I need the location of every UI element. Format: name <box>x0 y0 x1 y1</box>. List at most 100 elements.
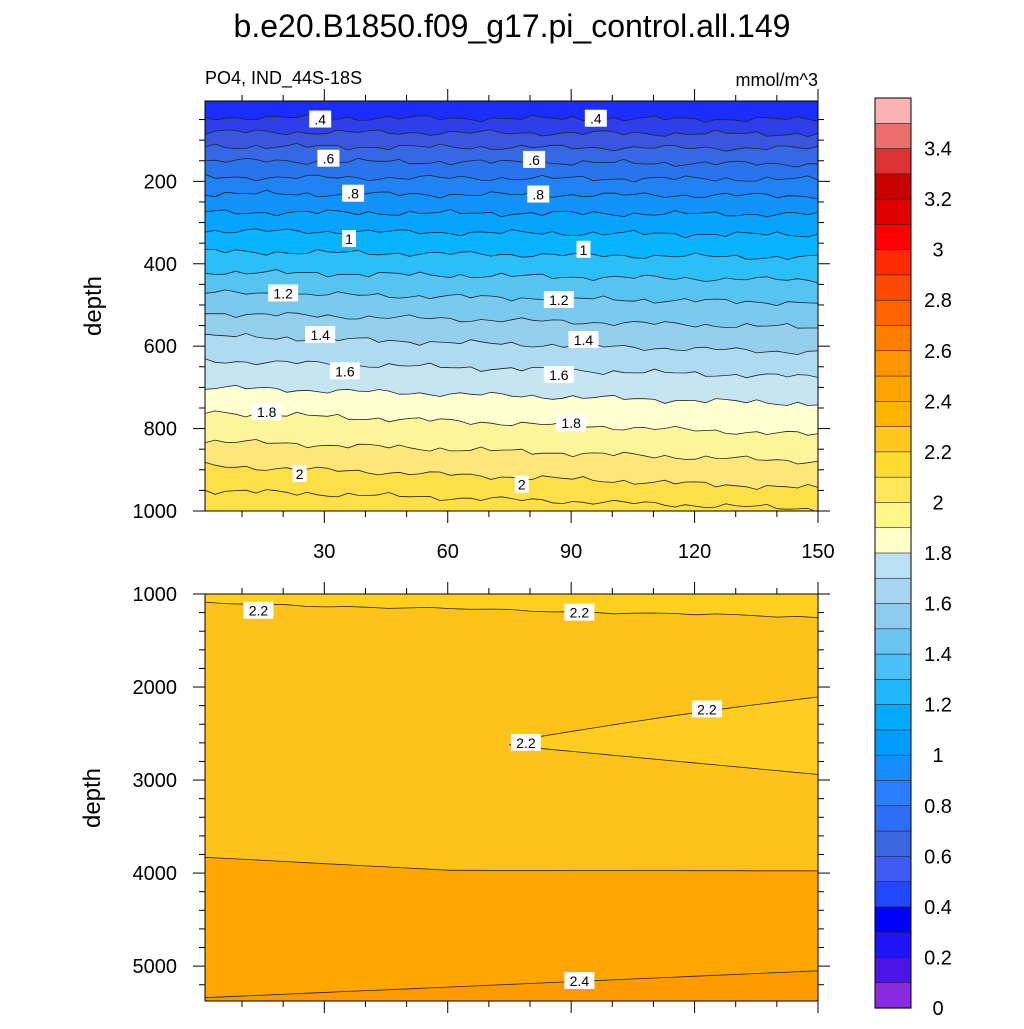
upper-contour-label: 1.4 <box>305 326 336 344</box>
upper-contour-label: 1.8 <box>251 403 282 421</box>
colorbar-label: 0.6 <box>924 846 952 868</box>
upper-contour-line <box>205 228 818 239</box>
upper-frame <box>204 100 819 512</box>
units-label: mmol/m^3 <box>736 70 818 90</box>
upper-contour-label: .6 <box>523 150 546 168</box>
colorbar-swatch <box>874 451 912 478</box>
contour-label-bg <box>556 414 587 432</box>
contour-label-text: 1.6 <box>335 363 355 379</box>
upper-contour-label: .8 <box>527 185 550 203</box>
colorbar-label: 3 <box>932 240 943 262</box>
contour-label-bg <box>341 230 356 248</box>
colorbar-swatch <box>874 375 912 402</box>
colorbar-label: 0 <box>932 998 943 1020</box>
colorbar: 3.4 3.2 3 2.8 2.6 2.4 2.2 2 1.8 1.6 1.4 1.2 1 0.8 0.6 0… <box>874 97 952 1020</box>
colorbar-swatch <box>874 931 912 959</box>
colorbar-swatch <box>874 653 912 680</box>
colorbar-swatch <box>874 856 912 883</box>
x-tick-label: 120 <box>678 541 711 563</box>
contour-label-bg <box>543 291 574 309</box>
y-tick-label: 2000 <box>133 677 178 699</box>
contour-label-bg <box>305 326 336 344</box>
colorbar-label: 0.8 <box>924 796 952 818</box>
colorbar-swatch <box>874 805 912 832</box>
colorbar-swatch <box>874 148 912 175</box>
lower-contour-line <box>205 601 818 619</box>
upper-contour-line <box>205 410 818 436</box>
upper-contour-line <box>205 358 818 379</box>
lower-bottom-region <box>205 970 818 1001</box>
contour-label-bg <box>292 464 307 482</box>
colorbar-swatch <box>874 274 912 301</box>
lower-contour-label: 2.2 <box>243 601 274 619</box>
figure-title: b.e20.B1850.f09_g17.pi_control.all.149 <box>234 8 791 44</box>
colorbar-swatch <box>874 299 912 327</box>
upper-band <box>205 101 818 123</box>
colorbar-label: 2.8 <box>924 290 952 312</box>
colorbar-swatch <box>874 881 912 908</box>
lower-contour-line <box>509 696 818 746</box>
upper-contour-line <box>205 208 818 218</box>
contour-label-bg <box>691 700 722 718</box>
upper-contour-label: 1 <box>576 240 591 258</box>
upper-contour-line <box>205 289 818 307</box>
colorbar-label: 2.2 <box>924 442 952 464</box>
contour-label-bg <box>342 184 365 202</box>
lower-panel: 2.2 2.2 2.2 2.2 2.4 1000 2000 3000 4000 5000 depth <box>79 582 830 1013</box>
colorbar-swatch <box>874 249 912 276</box>
contour-label-text: .8 <box>347 186 359 202</box>
upper-contour-line <box>205 489 816 511</box>
colorbar-swatch <box>874 704 912 731</box>
contour-label-text: 1.8 <box>257 404 277 420</box>
colorbar-label: 1.2 <box>924 695 952 717</box>
lower-contour-line <box>205 856 818 872</box>
upper-contour-line <box>205 129 818 138</box>
y-tick-label: 800 <box>144 419 177 441</box>
lower-wedge-region <box>509 697 818 775</box>
contour-label-bg <box>576 240 591 258</box>
upper-contour-label: .6 <box>317 149 340 167</box>
contour-label-bg <box>329 362 360 380</box>
upper-contour-line <box>205 114 818 123</box>
colorbar-label: 2.4 <box>924 391 952 413</box>
contour-label-text: .4 <box>590 111 602 127</box>
upper-contour-label: 1 <box>341 230 356 248</box>
contour-label-bg <box>564 603 595 621</box>
contour-label-bg <box>251 403 282 421</box>
colorbar-swatch <box>874 122 912 150</box>
upper-band <box>205 333 818 378</box>
contour-label-text: 1.4 <box>574 332 594 348</box>
x-tick-label: 30 <box>313 541 335 563</box>
upper-panel: .4 .4 .6 .6 .8 .8 1 1 1.2 1.2 1.4 1.4 1.6 1.6 1.8 1.8 2 2… <box>80 89 835 563</box>
upper-filled-bands <box>205 101 818 511</box>
colorbar-swatch <box>874 173 912 200</box>
colorbar-swatch <box>874 628 912 655</box>
colorbar-label: 2 <box>932 492 943 514</box>
contour-label-bg <box>564 971 595 989</box>
contour-label-text: .6 <box>528 152 540 168</box>
lower-y-axis-label: depth <box>79 768 106 828</box>
y-tick-label: 4000 <box>133 863 178 885</box>
contour-label-text: .6 <box>323 151 335 167</box>
contour-label-text: 1.4 <box>310 327 330 343</box>
colorbar-label: 0.2 <box>924 947 952 969</box>
upper-band <box>205 209 818 238</box>
colorbar-swatch <box>874 97 912 124</box>
colorbar-frame <box>874 97 912 1009</box>
y-tick-label: 200 <box>144 171 177 193</box>
colorbar-swatch <box>874 476 912 504</box>
upper-band <box>205 312 818 355</box>
upper-contour-line <box>205 189 818 200</box>
contour-label-text: 2 <box>296 466 304 482</box>
colorbar-swatch <box>874 502 912 529</box>
contour-label-text: 1.6 <box>549 367 569 383</box>
upper-band <box>205 228 818 260</box>
upper-y-axis-label: depth <box>80 276 107 336</box>
upper-contour-label: .8 <box>342 184 365 202</box>
lower-contour-line <box>509 744 818 775</box>
contour-label-bg <box>317 149 340 167</box>
x-tick-label: 60 <box>437 541 459 563</box>
contour-label-bg <box>584 109 607 127</box>
contour-label-bg <box>543 366 574 384</box>
colorbar-label: 3.2 <box>924 189 952 211</box>
